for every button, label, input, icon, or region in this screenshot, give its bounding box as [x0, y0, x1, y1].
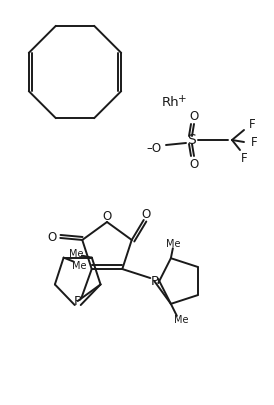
- Text: Me: Me: [72, 261, 87, 271]
- Text: Rh: Rh: [162, 96, 180, 109]
- Text: S: S: [188, 133, 196, 147]
- Text: O: O: [189, 158, 199, 171]
- Text: F: F: [241, 151, 247, 164]
- Text: P: P: [150, 275, 158, 288]
- Text: O: O: [102, 209, 112, 222]
- Text: F: F: [249, 117, 255, 130]
- Text: F: F: [251, 136, 257, 149]
- Text: Me: Me: [174, 315, 188, 325]
- Text: P: P: [74, 294, 82, 307]
- Text: Me: Me: [68, 249, 83, 259]
- Text: +: +: [178, 94, 187, 104]
- Text: O: O: [48, 232, 57, 245]
- Text: Me: Me: [165, 239, 180, 249]
- Text: O: O: [189, 109, 199, 122]
- Text: –O: –O: [146, 141, 162, 154]
- Text: O: O: [141, 209, 150, 222]
